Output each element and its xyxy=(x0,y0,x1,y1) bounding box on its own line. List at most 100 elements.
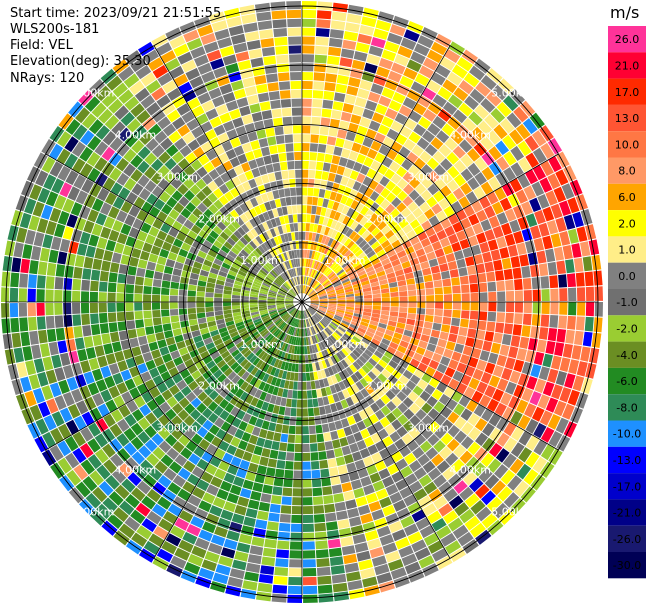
radar-gate xyxy=(444,225,456,237)
radar-gate xyxy=(255,418,264,428)
radar-gate xyxy=(445,452,459,466)
radar-gate xyxy=(118,66,135,82)
radar-gate xyxy=(331,319,340,326)
radar-gate xyxy=(403,67,418,80)
radar-gate xyxy=(522,118,538,135)
radar-gate xyxy=(234,504,247,516)
radar-gate xyxy=(410,374,421,385)
radar-gate xyxy=(80,291,90,302)
radar-gate xyxy=(313,251,318,260)
radar-gate xyxy=(371,367,381,377)
radar-gate xyxy=(75,107,91,124)
radar-gate xyxy=(205,292,214,298)
radar-gate xyxy=(197,202,208,213)
radar-gate xyxy=(324,190,332,199)
radar-gate xyxy=(342,280,351,286)
radar-gate xyxy=(380,314,389,320)
radar-gate xyxy=(169,288,179,296)
radar-gate xyxy=(275,45,289,55)
radar-gate xyxy=(441,419,454,432)
radar-gate xyxy=(231,334,241,342)
radar-gate xyxy=(500,392,513,406)
radar-gate xyxy=(183,177,195,189)
radar-gate xyxy=(293,143,302,152)
radar-gate xyxy=(258,223,266,233)
radar-gate xyxy=(334,221,342,231)
radar-gate xyxy=(277,292,286,297)
radar-gate xyxy=(181,242,191,252)
radar-gate xyxy=(117,233,128,245)
radar-gate xyxy=(496,354,507,367)
radar-gate xyxy=(116,302,125,312)
radar-gate xyxy=(363,219,373,230)
radar-gate xyxy=(178,196,190,207)
radar-gate xyxy=(568,302,577,316)
radar-gate xyxy=(59,407,73,423)
radar-gate xyxy=(183,219,194,230)
radar-gate xyxy=(442,245,453,255)
radar-gate xyxy=(280,505,292,514)
radar-gate xyxy=(238,344,247,352)
radar-gate xyxy=(367,148,378,160)
radar-gate xyxy=(227,425,238,436)
radar-gate xyxy=(250,490,262,501)
radar-gate xyxy=(381,310,390,316)
radar-gate xyxy=(290,308,297,315)
range-ring-label: 4.00km xyxy=(449,463,491,476)
radar-gate xyxy=(302,214,307,223)
radar-gate xyxy=(523,302,532,314)
radar-gate xyxy=(525,350,536,363)
radar-gate xyxy=(526,376,538,390)
radar-gate xyxy=(244,210,253,221)
radar-gate xyxy=(176,362,187,373)
radar-gate xyxy=(36,275,46,289)
radar-gate xyxy=(344,357,352,366)
radar-gate xyxy=(237,173,248,184)
radar-gate xyxy=(214,28,230,41)
radar-gate xyxy=(396,202,407,213)
radar-gate xyxy=(457,531,474,547)
radar-gate xyxy=(324,226,331,236)
radar-gate xyxy=(285,371,291,381)
radar-gate xyxy=(266,521,279,531)
radar-gate xyxy=(386,401,397,412)
radar-gate xyxy=(533,439,548,456)
radar-gate xyxy=(253,280,262,287)
radar-gate xyxy=(283,343,289,352)
radar-gate xyxy=(419,440,433,453)
radar-gate xyxy=(253,445,263,456)
radar-gate xyxy=(389,341,399,350)
radar-gate xyxy=(269,288,278,293)
radar-gate xyxy=(29,404,43,421)
radar-gate xyxy=(397,317,407,324)
radar-gate xyxy=(404,473,418,486)
radar-gate xyxy=(469,88,485,104)
radar-gate xyxy=(43,174,57,190)
radar-gate xyxy=(346,304,355,308)
radar-gate xyxy=(513,384,525,399)
radar-gate xyxy=(454,430,467,444)
radar-gate xyxy=(267,296,276,300)
radar-gate xyxy=(131,140,145,154)
radar-gate xyxy=(277,350,283,360)
radar-gate xyxy=(593,270,603,286)
radar-gate xyxy=(468,427,481,441)
radar-gate xyxy=(86,151,101,167)
radar-gate xyxy=(547,261,558,276)
radar-gate xyxy=(513,106,529,123)
radar-gate xyxy=(311,232,317,242)
radar-gate xyxy=(214,302,223,307)
radar-gate xyxy=(247,326,256,333)
radar-gate xyxy=(358,409,369,420)
radar-gate xyxy=(345,197,354,207)
radar-gate xyxy=(205,149,218,161)
radar-gate xyxy=(361,337,371,345)
radar-gate xyxy=(182,89,197,103)
radar-gate xyxy=(525,152,540,168)
radar-gate xyxy=(414,368,425,379)
radar-gate xyxy=(357,327,367,334)
radar-gate xyxy=(288,326,293,335)
radar-gate xyxy=(198,500,212,513)
radar-gate xyxy=(249,355,258,364)
radar-gate xyxy=(28,215,40,231)
